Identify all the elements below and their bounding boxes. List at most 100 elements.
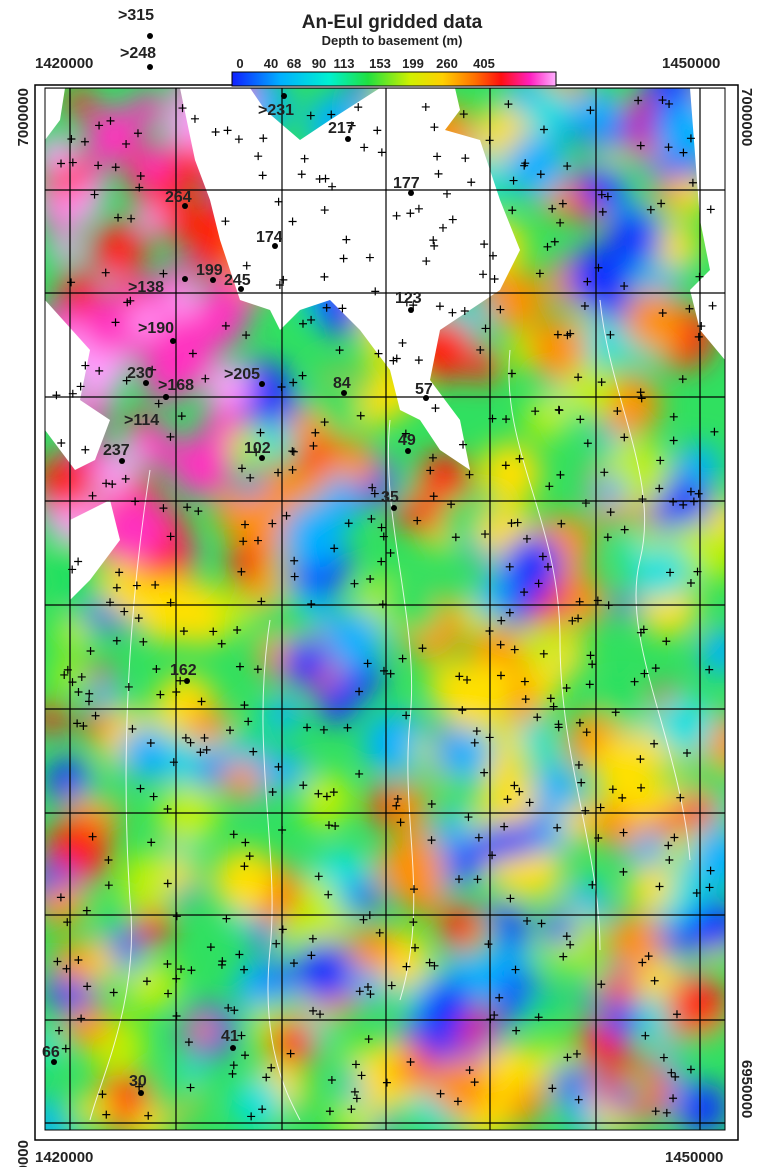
field-blob xyxy=(167,284,200,317)
field-blob xyxy=(56,615,93,652)
field-blob xyxy=(394,1059,419,1084)
field-blob xyxy=(52,943,94,985)
field-blob xyxy=(563,365,616,418)
field-blob xyxy=(412,735,440,763)
well xyxy=(147,64,153,70)
axis-label: 6950000 xyxy=(738,1060,755,1118)
field-blob xyxy=(317,682,358,723)
field-blob xyxy=(326,473,355,502)
colorbar-label: 405 xyxy=(473,56,495,71)
axis-label: 6950000 xyxy=(15,1140,32,1167)
field-blob xyxy=(523,990,557,1024)
field-blob xyxy=(356,972,388,1004)
field-blob xyxy=(574,88,621,135)
well-label: 49 xyxy=(398,432,416,449)
title: An-Eul gridded data xyxy=(302,12,483,33)
field-blob xyxy=(600,686,641,727)
field-blob xyxy=(474,580,510,616)
colorbar-label: 0 xyxy=(236,56,243,71)
field-blob xyxy=(503,966,532,995)
field-blob xyxy=(89,679,118,708)
well-label: >114 xyxy=(124,412,159,429)
well xyxy=(230,1045,236,1051)
field-blob xyxy=(607,1087,632,1112)
axis-label: 1450000 xyxy=(665,1149,723,1166)
field-blob xyxy=(37,135,75,173)
field-blob xyxy=(300,773,352,825)
well-label: >248 xyxy=(120,45,156,62)
field-blob xyxy=(377,835,444,902)
map: An-Eul gridded data Depth to basement (m… xyxy=(0,0,757,1167)
field-blob xyxy=(349,881,380,912)
field-blob xyxy=(525,395,569,439)
well-label: 66 xyxy=(42,1044,60,1061)
well-label: >205 xyxy=(224,366,260,383)
field-blob xyxy=(300,469,328,497)
well xyxy=(147,33,153,39)
field-blob xyxy=(281,504,346,569)
well-label: 174 xyxy=(256,229,283,246)
well-label: >168 xyxy=(158,377,194,394)
well-label: >190 xyxy=(138,320,174,337)
well-label: 123 xyxy=(395,290,422,307)
field-blob xyxy=(35,702,67,734)
axis-label: 7000000 xyxy=(738,88,755,146)
field-blob xyxy=(182,1058,206,1082)
well xyxy=(408,307,414,313)
field-blob xyxy=(45,209,69,233)
field-blob xyxy=(677,1083,728,1134)
well-label: 84 xyxy=(333,375,351,392)
well-label: 35 xyxy=(381,489,399,506)
field-blob xyxy=(358,399,388,429)
field-blob xyxy=(166,858,199,891)
well xyxy=(138,1090,144,1096)
field-blob xyxy=(636,529,661,554)
axis-label: 7000000 xyxy=(15,88,32,146)
well-label: 264 xyxy=(165,189,192,206)
well-label: 199 xyxy=(196,262,223,279)
field-blob xyxy=(652,177,681,206)
axis-label: 1420000 xyxy=(35,1149,93,1166)
field-blob xyxy=(668,975,728,1035)
field-blob xyxy=(441,728,493,780)
field-blob xyxy=(480,765,540,825)
field-blob xyxy=(409,499,443,533)
well-label: 102 xyxy=(244,440,271,457)
subtitle: Depth to basement (m) xyxy=(322,33,463,48)
well xyxy=(281,93,287,99)
field-blob xyxy=(598,807,641,850)
field-blob xyxy=(213,849,277,913)
field-blob xyxy=(506,1091,538,1123)
field-blob xyxy=(234,709,272,747)
field-blob xyxy=(517,719,553,755)
field-blob xyxy=(137,205,163,231)
well-label: >231 xyxy=(258,102,294,119)
field-blob xyxy=(594,476,626,508)
field-blob xyxy=(119,726,174,781)
field-blob xyxy=(417,980,474,1037)
field-blob xyxy=(324,610,383,669)
field-blob xyxy=(294,942,355,1003)
field-blob xyxy=(86,107,141,162)
field-blob xyxy=(440,675,496,731)
well xyxy=(170,338,176,344)
field-blob xyxy=(84,780,113,809)
field-blob xyxy=(222,761,261,800)
well-label: 177 xyxy=(393,175,420,192)
field-blob xyxy=(232,1077,284,1129)
field-blob xyxy=(53,660,85,692)
colorbar-label: 260 xyxy=(436,56,458,71)
field-blob xyxy=(431,1056,491,1116)
field-blob xyxy=(519,624,562,667)
well-label: 41 xyxy=(221,1028,239,1045)
field-blob xyxy=(157,783,218,844)
field-blob xyxy=(281,639,328,686)
field-blob xyxy=(97,903,130,936)
field-blob xyxy=(132,576,198,642)
field-blob xyxy=(81,1092,115,1126)
field-blob xyxy=(263,966,289,992)
colorbar-label: 40 xyxy=(264,56,278,71)
field-blob xyxy=(627,865,672,910)
field-blob xyxy=(592,737,643,788)
field-blob xyxy=(252,924,278,950)
